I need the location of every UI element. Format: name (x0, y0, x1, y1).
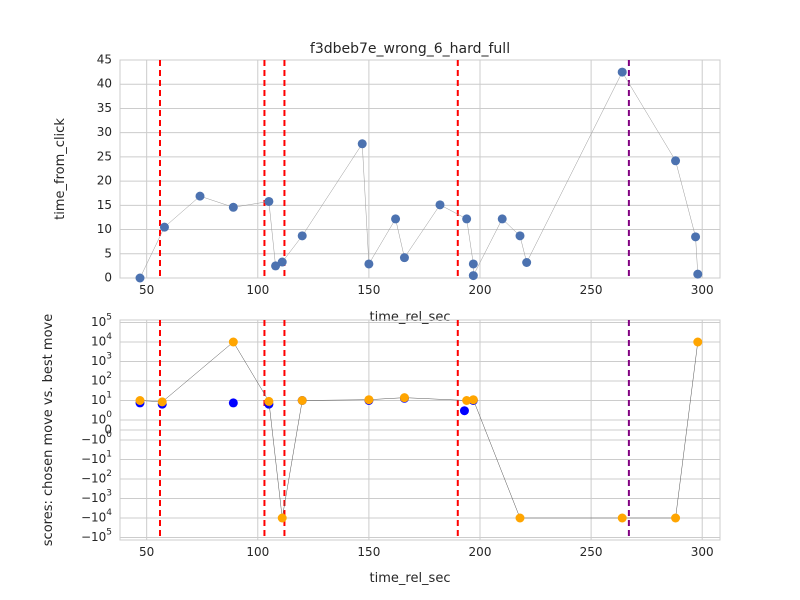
top-y-tick-label: 40 (97, 77, 112, 91)
bottom-x-tick-label: 300 (691, 545, 714, 559)
bottom-chosen-move-point (157, 397, 167, 407)
bottom-chosen-move-point (135, 396, 145, 405)
top-data-point (462, 214, 472, 224)
bottom-x-tick-label: 100 (246, 545, 269, 559)
top-data-point (468, 259, 478, 269)
top-data-point (195, 191, 205, 201)
bottom-chosen-move-point (617, 513, 627, 523)
bottom-chosen-move-point (693, 337, 703, 347)
bottom-y-tick-label: −101 (81, 449, 112, 466)
bottom-y-tick-label: −104 (81, 508, 112, 525)
bottom-y-tick-label: 101 (91, 390, 112, 407)
top-data-point (497, 214, 507, 224)
top-y-tick-label: 15 (97, 198, 112, 212)
top-series-line (139, 71, 699, 279)
top-data-point (271, 261, 281, 271)
top-data-point (691, 232, 701, 242)
bottom-y-tick-label: 102 (91, 371, 112, 388)
bottom-chosen-move-point (468, 395, 478, 405)
top-x-tick-label: 150 (357, 283, 380, 297)
bottom-x-tick-label: 50 (139, 545, 154, 559)
bottom-y-axis-label: scores: chosen move vs. best move (41, 314, 56, 546)
top-data-point (277, 257, 287, 267)
top-y-tick-label: 10 (97, 222, 112, 236)
top-x-tick-label: 50 (139, 283, 154, 297)
bottom-x-tick-label: 250 (580, 545, 603, 559)
bottom-chosen-move-point (399, 393, 409, 403)
top-data-point (468, 271, 478, 281)
top-axes-frame (119, 59, 721, 279)
top-data-point (159, 222, 169, 232)
top-data-point (391, 214, 401, 224)
bottom-chosen-move-point (364, 395, 374, 405)
top-data-point (364, 259, 374, 269)
bottom-series-line (139, 341, 699, 519)
bottom-y-tick-label: 103 (91, 351, 112, 368)
bottom-x-tick-label: 200 (469, 545, 492, 559)
bottom-x-axis-label: time_rel_sec (370, 571, 451, 586)
bottom-chosen-move-point (671, 513, 681, 523)
top-y-tick-label: 35 (97, 101, 112, 115)
bottom-chosen-move-point (462, 396, 472, 405)
top-data-point (617, 67, 627, 77)
top-data-point (264, 196, 274, 206)
top-data-point (435, 200, 445, 210)
top-data-point (671, 156, 681, 166)
top-data-point (515, 231, 525, 241)
bottom-y-tick-label: −103 (81, 488, 112, 505)
bottom-axes-frame (119, 319, 721, 541)
bottom-y-tick-label: 105 (91, 312, 112, 329)
bottom-chosen-move-point (228, 337, 238, 347)
top-data-point (357, 139, 367, 149)
bottom-best-move-point (228, 398, 238, 408)
bottom-chosen-move-point (277, 513, 287, 523)
top-y-tick-label: 25 (97, 149, 112, 163)
top-x-tick-label: 200 (469, 283, 492, 297)
top-data-point (693, 269, 703, 279)
bottom-best-move-point (459, 406, 469, 416)
top-x-axis-label: time_rel_sec (370, 310, 451, 325)
bottom-chosen-move-point (297, 396, 307, 405)
bottom-y-tick-label: −102 (81, 469, 112, 486)
top-y-tick-label: 0 (104, 271, 112, 285)
bottom-axes: 105 104 103 102 101 100 0−100 −101 −102 −103 −104 −… (81, 312, 721, 559)
top-x-tick-label: 100 (246, 283, 269, 297)
top-x-tick-label: 300 (691, 283, 714, 297)
top-data-point (135, 273, 145, 283)
bottom-y-tick-label: 104 (91, 332, 112, 349)
chart-title: f3dbeb7e_wrong_6_hard_full (310, 41, 510, 57)
top-y-tick-label: 5 (104, 246, 112, 260)
top-y-tick-label: 30 (97, 125, 112, 139)
top-data-point (399, 253, 409, 263)
top-data-point (522, 257, 532, 267)
top-y-tick-label: 45 (97, 53, 112, 67)
bottom-y-tick-label: 0 (104, 423, 112, 437)
bottom-chosen-move-point (264, 396, 274, 406)
top-y-tick-label: 20 (97, 174, 112, 188)
bottom-x-tick-label: 150 (357, 545, 380, 559)
bottom-y-tick-label: −105 (81, 527, 112, 544)
top-axes: 0 5 10 15 20 25 30 35 40 45 50 100 150 200 250 300 (97, 53, 721, 297)
bottom-y-tick-label: −100 (81, 430, 112, 447)
top-data-point (228, 202, 238, 212)
top-x-tick-label: 250 (580, 283, 603, 297)
top-data-point (297, 231, 307, 241)
bottom-chosen-move-point (515, 513, 525, 523)
top-y-axis-label: time_from_click (53, 118, 68, 220)
